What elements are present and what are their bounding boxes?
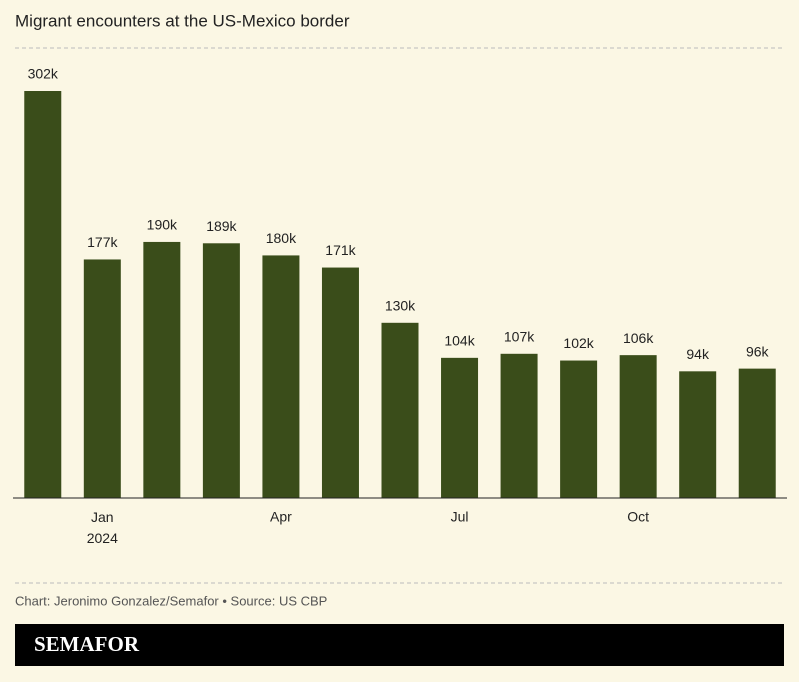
- brand-banner: [15, 624, 784, 666]
- bar: [83, 259, 121, 498]
- value-label: 130k: [385, 298, 416, 314]
- value-label: 94k: [686, 346, 710, 362]
- bar: [143, 241, 181, 498]
- x-tick-label: Jan 2024: [87, 509, 118, 546]
- value-label: 171k: [325, 242, 356, 258]
- x-tick-label: Apr: [270, 509, 292, 525]
- value-label: 302k: [28, 66, 59, 82]
- bar: [619, 355, 657, 498]
- bar: [262, 255, 300, 498]
- x-tick-label: Oct: [627, 509, 649, 525]
- value-label: 177k: [87, 234, 118, 250]
- bar: [381, 322, 419, 498]
- value-label: 96k: [746, 343, 770, 359]
- source: Chart: Jeronimo Gonzalez/Semafor • Sourc…: [15, 593, 327, 608]
- brand-logo: SEMAFOR: [34, 632, 140, 656]
- value-label: 102k: [563, 335, 594, 351]
- bar: [441, 357, 479, 498]
- bar: [24, 91, 62, 498]
- x-tick-label: Jul: [451, 509, 469, 525]
- bar: [321, 267, 359, 498]
- value-label: 104k: [444, 333, 475, 349]
- value-label: 190k: [147, 217, 178, 233]
- bar: [679, 371, 717, 498]
- value-label: 180k: [266, 230, 297, 246]
- value-label: 106k: [623, 330, 654, 346]
- bar: [202, 243, 240, 498]
- value-label: 107k: [504, 329, 535, 345]
- chart-title: Migrant encounters at the US-Mexico bord…: [15, 11, 350, 30]
- bar: [500, 353, 538, 498]
- bar: [738, 368, 776, 498]
- value-label: 189k: [206, 218, 237, 234]
- bar: [560, 360, 598, 498]
